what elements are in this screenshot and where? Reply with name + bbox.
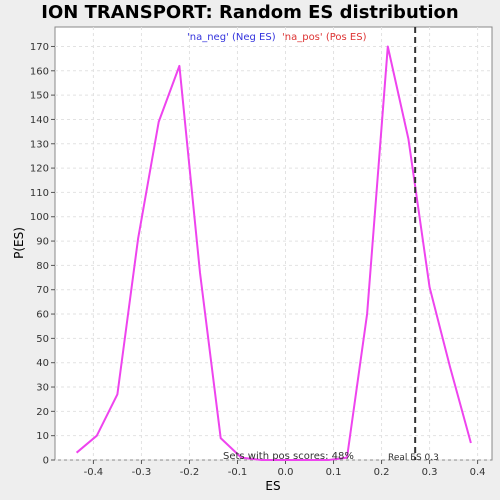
y-tick-label: 70: [36, 285, 49, 296]
y-tick-label: 120: [30, 164, 49, 175]
x-tick-label: 0.3: [422, 467, 438, 478]
x-tick-label: -0.1: [228, 467, 248, 478]
axes: 0 10 20 30 40 50 60 70 80 90 100 110 120 130 140 150 160…: [30, 42, 486, 478]
x-tick-label: 0.1: [326, 467, 342, 478]
x-tick-label: -0.3: [132, 467, 152, 478]
y-tick-label: 90: [36, 237, 49, 248]
legend-pos: 'na_pos' (Pos ES): [282, 32, 367, 43]
y-tick-label: 80: [36, 261, 49, 272]
y-tick-label: 60: [36, 310, 49, 321]
plot-background: [54, 26, 493, 461]
y-tick-label: 130: [30, 139, 49, 150]
y-tick-label: 40: [36, 358, 49, 369]
grid: [55, 27, 492, 461]
y-tick-label: 10: [36, 431, 49, 442]
x-tick-label: 0.4: [470, 467, 486, 478]
y-tick-label: 100: [30, 212, 49, 223]
es-distribution-line: [75, 45, 472, 461]
y-tick-label: 50: [36, 334, 49, 345]
x-tick-label: 0.2: [374, 467, 390, 478]
y-tick-label: 20: [36, 407, 49, 418]
y-tick-label: 30: [36, 383, 49, 394]
series-layer: [75, 45, 472, 461]
chart-title: ION TRANSPORT: Random ES distribution: [41, 2, 458, 23]
y-tick-label: 150: [30, 91, 49, 102]
x-axis-label: ES: [265, 479, 280, 493]
y-tick-label: 140: [30, 115, 49, 126]
legend-neg: 'na_neg' (Neg ES): [187, 32, 276, 43]
x-tick-label: -0.2: [180, 467, 200, 478]
x-tick-label: 0.0: [278, 467, 294, 478]
y-tick-label: 110: [30, 188, 49, 199]
y-tick-label: 0: [43, 456, 49, 467]
pos-scores-label: Sets with pos scores: 48%: [223, 451, 354, 462]
x-tick-label: -0.4: [84, 467, 104, 478]
y-tick-label: 160: [30, 66, 49, 77]
real-es-label: Real ES 0.3: [388, 453, 439, 463]
y-tick-label: 170: [30, 42, 49, 53]
y-axis-label: P(ES): [12, 227, 26, 259]
